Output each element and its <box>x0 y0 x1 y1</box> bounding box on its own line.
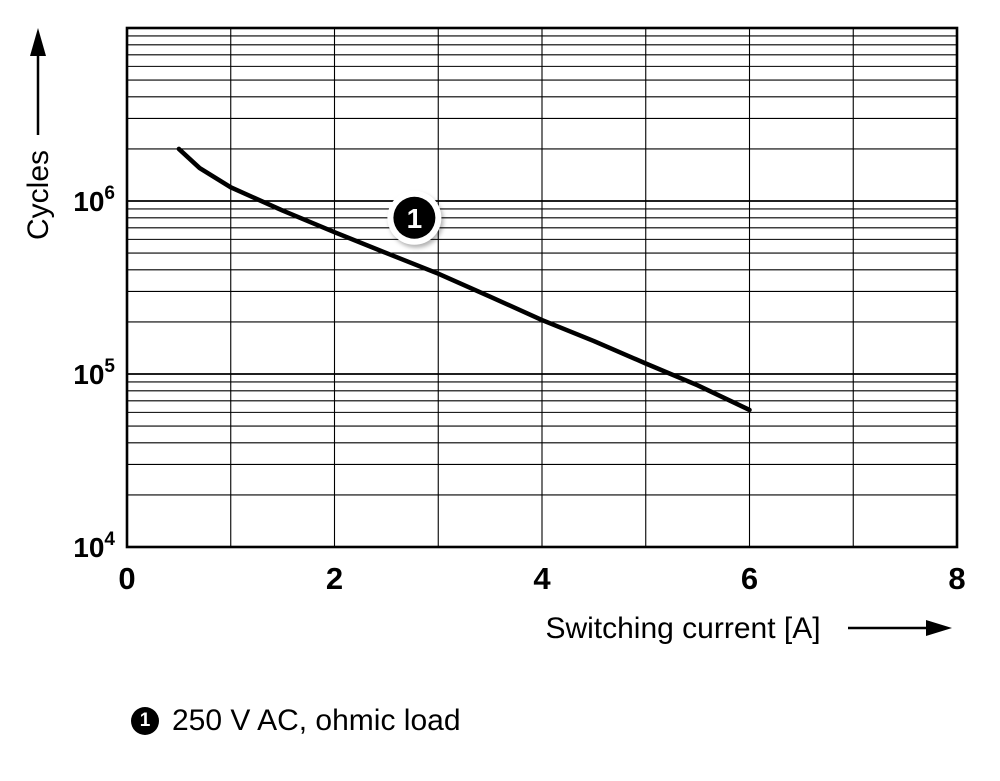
y-tick-label: 104 <box>73 529 115 563</box>
y-tick-label: 105 <box>73 356 115 390</box>
legend: 1 250 V AC, ohmic load <box>131 704 461 738</box>
legend-label: 250 V AC, ohmic load <box>172 704 461 737</box>
plot-frame <box>125 26 959 549</box>
x-tick-label: 6 <box>741 561 758 596</box>
x-tick-label: 2 <box>326 561 343 596</box>
x-tick-label: 8 <box>948 561 965 596</box>
y-axis-label: Cycles <box>22 150 55 240</box>
x-tick-label: 0 <box>118 561 135 596</box>
legend-marker-number: 1 <box>139 710 151 731</box>
x-axis-label: Switching current [A] <box>545 612 820 645</box>
y-tick-label: 106 <box>73 183 115 217</box>
y-axis-arrow-icon <box>30 28 46 56</box>
series-marker-badge <box>393 196 436 239</box>
x-axis-arrow-icon <box>926 620 952 636</box>
x-tick-label: 4 <box>533 561 551 596</box>
curve-series-1 <box>176 146 752 413</box>
series-marker-number: 1 <box>407 203 423 234</box>
legend-marker-badge: 1 <box>131 707 159 735</box>
